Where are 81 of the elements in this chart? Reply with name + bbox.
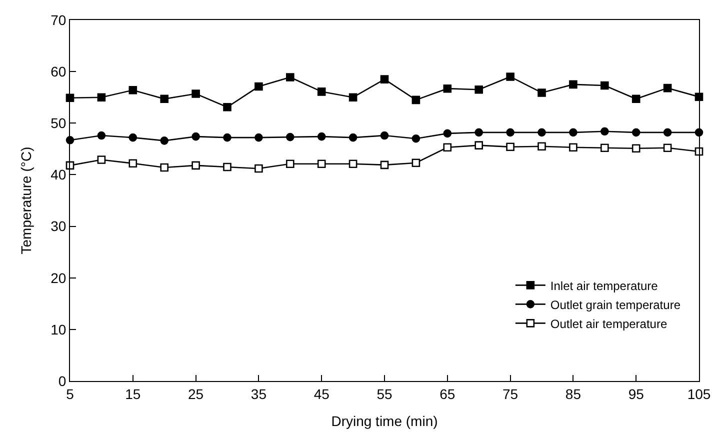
y-tick-label: 70: [50, 12, 66, 28]
point: [223, 133, 232, 142]
x-tick-label: 85: [565, 386, 582, 402]
point: [443, 129, 452, 138]
x-tick-label: 75: [502, 386, 518, 402]
x-tick-label: 55: [376, 386, 392, 402]
point: [317, 88, 326, 96]
point: [254, 164, 263, 173]
x-tick-label: 35: [250, 386, 267, 402]
point: [538, 128, 546, 137]
point: [97, 93, 106, 102]
legend-label: Inlet air temperature: [550, 278, 658, 293]
point: [506, 72, 514, 81]
point: [600, 144, 609, 152]
point: [380, 75, 389, 84]
point: [632, 128, 640, 137]
point: [286, 73, 294, 82]
point: [317, 132, 326, 141]
point: [632, 144, 640, 153]
y-tick-label: 0: [58, 372, 66, 389]
point: [128, 133, 138, 142]
y-axis-title: Temperature (°C): [18, 146, 34, 254]
point: [160, 136, 168, 145]
point: [192, 161, 200, 170]
point: [569, 143, 578, 152]
point: [412, 134, 420, 143]
y-tick-label: 10: [50, 321, 66, 338]
x-tick-label: 15: [125, 386, 141, 402]
legend-label: Outlet air temperature: [550, 316, 668, 331]
point: [286, 132, 294, 142]
point: [348, 93, 358, 102]
point: [348, 160, 358, 168]
point: [663, 84, 672, 92]
x-tick-label: 25: [188, 386, 204, 402]
point: [380, 160, 389, 170]
point: [632, 94, 640, 104]
x-tick-label: 5: [66, 386, 74, 402]
point: [474, 128, 483, 137]
point: [600, 127, 609, 136]
point: [474, 85, 483, 94]
x-tick-label: 65: [440, 386, 456, 402]
point: [160, 94, 168, 104]
y-tick-label: 20: [50, 270, 66, 286]
point: [128, 86, 138, 94]
legend-label: Outlet grain temperature: [550, 298, 681, 312]
point: [569, 128, 578, 137]
point: [506, 142, 514, 152]
point: [663, 144, 672, 152]
point: [348, 133, 358, 142]
point: [97, 156, 106, 164]
point: [160, 163, 168, 172]
point: [254, 133, 263, 142]
point: [192, 132, 200, 141]
point: [223, 162, 232, 172]
y-tick-label: 40: [50, 166, 66, 183]
point: [223, 103, 232, 112]
point: [97, 131, 106, 140]
point: [538, 142, 546, 150]
y-tick-label: 60: [50, 63, 66, 80]
point: [569, 80, 578, 89]
point: [380, 131, 389, 140]
point: [254, 82, 263, 91]
point: [600, 81, 609, 90]
x-tick-label: 105: [687, 386, 711, 402]
point: [192, 90, 200, 98]
x-tick-label: 95: [628, 386, 644, 402]
point: [443, 84, 452, 93]
point: [474, 141, 483, 150]
point: [506, 128, 514, 137]
point: [538, 88, 546, 97]
point: [412, 96, 420, 104]
point: [286, 160, 294, 168]
x-tick-label: 45: [314, 386, 330, 402]
point: [317, 160, 326, 168]
y-tick-label: 50: [50, 115, 66, 132]
point: [412, 158, 420, 167]
point: [663, 128, 672, 137]
point: [128, 159, 138, 168]
y-tick-label: 30: [50, 218, 66, 234]
x-axis-title: Drying time (min): [331, 413, 438, 430]
point: [443, 143, 452, 152]
